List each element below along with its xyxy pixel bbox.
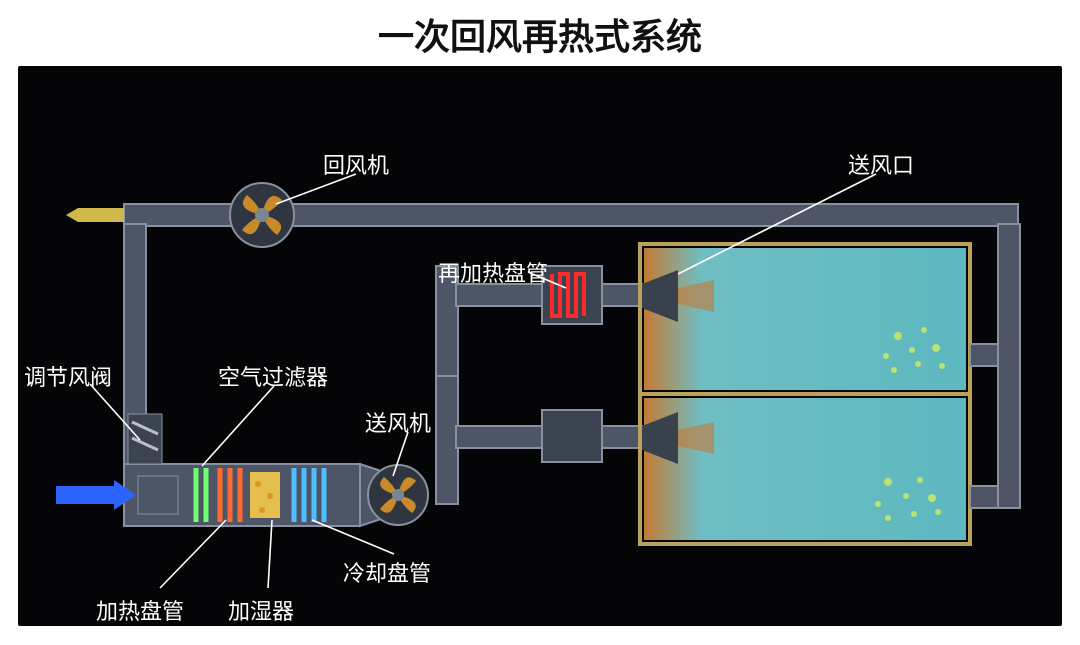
right-return-riser (998, 224, 1020, 508)
supply-fan-icon (368, 465, 428, 525)
return-stub-upper (970, 344, 1000, 366)
upper-to-room (602, 284, 642, 306)
inlet-section (138, 476, 178, 514)
room-upper (644, 248, 966, 390)
label-reheat-coil: 再加热盘管 (438, 256, 548, 288)
label-damper: 调节风阀 (24, 360, 112, 392)
diagram-title: 一次回风再热式系统 (0, 8, 1080, 60)
label-supply-outlet: 送风口 (848, 148, 914, 180)
label-air-filter: 空气过滤器 (218, 360, 328, 392)
label-heating-coil: 加热盘管 (96, 594, 184, 626)
room-lower (644, 398, 966, 540)
lower-to-room (602, 426, 642, 448)
humidifier-icon (250, 472, 280, 518)
exhaust-arrow (66, 208, 124, 222)
label-supply-fan: 送风机 (365, 406, 431, 438)
supply-riser (436, 376, 458, 504)
lower-terminal-box (542, 410, 602, 462)
diagram-stage: 回风机 送风口 再加热盘管 调节风阀 空气过滤器 送风机 加热盘管 加湿器 冷却… (18, 66, 1062, 626)
return-fan-icon (230, 183, 294, 247)
label-cooling-coil: 冷却盘管 (343, 556, 431, 588)
label-humidifier: 加湿器 (228, 594, 294, 626)
label-return-fan: 回风机 (323, 148, 389, 180)
return-stub-lower (970, 486, 1000, 508)
